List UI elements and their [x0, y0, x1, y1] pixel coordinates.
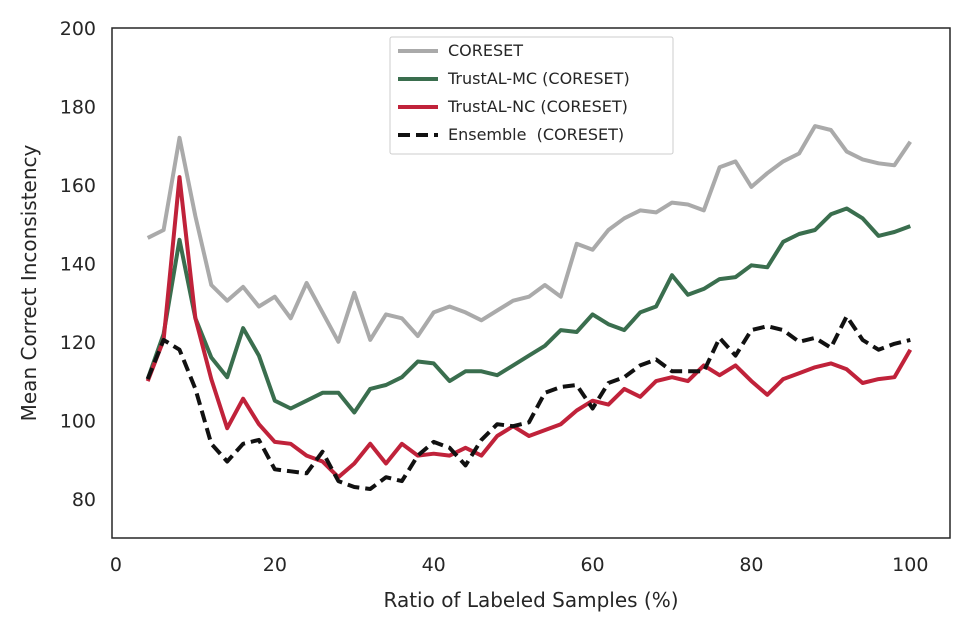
x-axis-ticks: 0 20 40 60 80 100	[110, 554, 928, 576]
legend-label-coreset: CORESET	[448, 41, 523, 60]
x-tick-label: 40	[422, 554, 446, 576]
legend-label-trustal-mc: TrustAL-MC (CORESET)	[447, 69, 630, 88]
x-tick-label: 60	[580, 554, 604, 576]
series-layer	[145, 124, 913, 491]
x-tick-label: 20	[263, 554, 287, 576]
x-tick-label: 80	[739, 554, 763, 576]
series-line-ensemble-coreset	[145, 314, 911, 491]
y-tick-label: 120	[60, 332, 96, 354]
plot-frame	[111, 27, 951, 539]
legend: CORESET TrustAL-MC (CORESET) TrustAL-NC …	[389, 36, 674, 155]
y-axis-title: Mean Correct Inconsistency	[17, 144, 41, 421]
x-tick-label: 0	[110, 554, 122, 576]
x-axis-title: Ratio of Labeled Samples (%)	[383, 588, 678, 612]
x-tick-label: 100	[892, 554, 928, 576]
legend-box	[389, 36, 674, 155]
y-axis-ticks: 80 100 120 140 160 180 200	[60, 18, 96, 511]
series-line-trustal-nc-coreset	[145, 175, 913, 480]
y-tick-label: 160	[60, 175, 96, 197]
y-tick-label: 180	[60, 96, 96, 118]
series-line-coreset	[146, 124, 912, 344]
legend-label-ensemble: Ensemble (CORESET)	[448, 125, 624, 144]
y-tick-label: 80	[72, 489, 96, 511]
y-tick-label: 100	[60, 410, 96, 432]
series-line-trustal-mc-coreset	[145, 206, 911, 415]
y-tick-label: 140	[60, 253, 96, 275]
y-tick-label: 200	[60, 18, 96, 40]
legend-label-trustal-nc: TrustAL-NC (CORESET)	[447, 97, 628, 116]
